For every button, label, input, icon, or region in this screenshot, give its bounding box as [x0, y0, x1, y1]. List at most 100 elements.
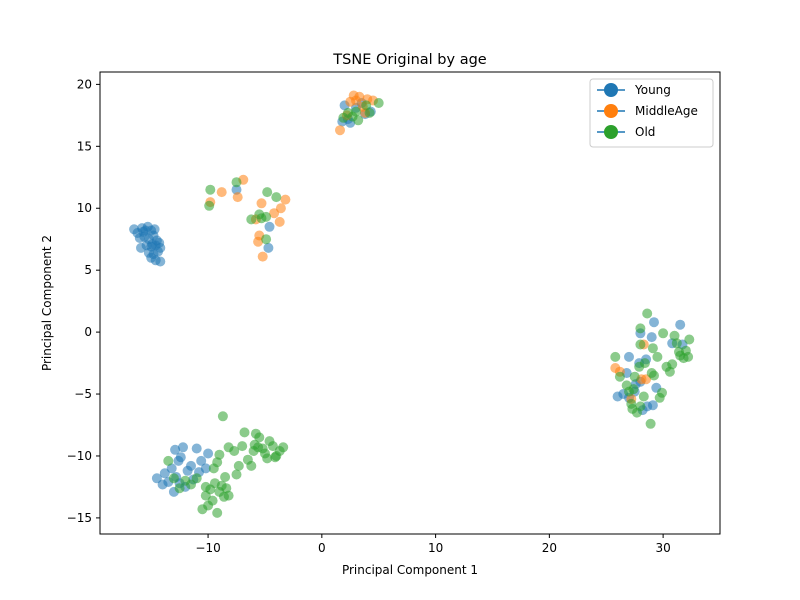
point-young — [231, 184, 242, 195]
point-young — [203, 448, 214, 459]
point-young — [186, 460, 196, 471]
x-tick-label: 30 — [655, 541, 670, 555]
point-old — [683, 351, 694, 362]
point-young — [196, 455, 207, 466]
point-old — [635, 339, 646, 350]
y-tick-label: −5 — [74, 387, 92, 401]
point-young — [263, 242, 274, 253]
point-old — [246, 460, 257, 471]
point-young — [153, 246, 163, 257]
y-tick-label: 0 — [84, 325, 92, 339]
x-tick-label: 0 — [318, 541, 326, 555]
point-old — [223, 490, 234, 501]
point-old — [233, 460, 244, 471]
point-old — [347, 111, 358, 122]
point-young — [647, 400, 658, 411]
point-young — [264, 221, 275, 232]
point-old — [671, 338, 682, 349]
point-middleage — [274, 216, 285, 227]
point-old — [163, 455, 174, 466]
point-young — [675, 319, 686, 330]
point-old — [200, 481, 211, 492]
point-old — [214, 449, 225, 460]
point-old — [254, 432, 265, 443]
point-middleage — [335, 125, 345, 136]
point-young — [191, 443, 202, 454]
point-old — [646, 368, 657, 378]
point-old — [254, 209, 265, 220]
point-old — [270, 452, 281, 463]
point-old — [373, 98, 384, 108]
point-old — [217, 411, 228, 422]
point-young — [155, 256, 166, 267]
point-old — [361, 100, 372, 111]
y-tick-label: 10 — [77, 201, 92, 215]
point-old — [364, 107, 375, 118]
y-tick-label: −10 — [67, 449, 92, 463]
legend-label-middleage: MiddleAge — [635, 104, 698, 118]
legend-label-young: Young — [634, 83, 671, 97]
point-old — [261, 234, 272, 245]
point-old — [645, 418, 656, 429]
y-axis-label: Principal Component 2 — [40, 235, 54, 371]
point-old — [635, 323, 646, 334]
point-middleage — [257, 251, 268, 262]
point-young — [649, 317, 659, 328]
point-old — [669, 330, 680, 341]
point-young — [138, 226, 149, 237]
point-young — [159, 468, 170, 479]
point-old — [667, 359, 678, 370]
point-old — [220, 472, 231, 482]
y-tick-label: −15 — [67, 511, 92, 525]
point-old — [657, 387, 667, 398]
point-old — [629, 371, 640, 382]
point-young — [646, 332, 657, 343]
point-old — [684, 334, 695, 345]
point-old — [212, 457, 223, 468]
point-young — [175, 452, 186, 463]
point-old — [638, 391, 649, 402]
x-tick-label: 10 — [428, 541, 443, 555]
point-old — [174, 483, 185, 494]
point-young — [624, 351, 634, 362]
y-axis: −15 −10 −5 0 5 10 15 20 — [67, 77, 100, 525]
points-layer — [129, 90, 695, 518]
point-old — [207, 495, 218, 506]
point-old — [262, 453, 273, 464]
point-old — [205, 184, 216, 195]
point-old — [249, 439, 260, 450]
point-young — [166, 463, 177, 474]
point-middleage — [232, 192, 243, 203]
point-old — [231, 177, 242, 188]
point-old — [204, 200, 215, 211]
point-young — [151, 473, 162, 484]
point-old — [647, 343, 658, 354]
point-old — [642, 308, 653, 319]
point-old — [191, 473, 202, 484]
x-tick-label: −10 — [195, 541, 220, 555]
point-middleage — [351, 95, 361, 106]
point-old — [271, 192, 282, 203]
point-middleage — [256, 198, 267, 209]
x-axis-label: Principal Component 1 — [342, 563, 478, 577]
point-old — [658, 328, 669, 339]
point-old — [239, 427, 250, 438]
point-old — [639, 358, 650, 369]
chart-title: TSNE Original by age — [332, 52, 487, 68]
point-middleage — [275, 203, 286, 214]
point-old — [212, 507, 223, 518]
point-old — [652, 351, 663, 362]
point-young — [154, 237, 165, 248]
point-middleage — [253, 236, 264, 247]
legend: Young MiddleAge Old — [589, 78, 714, 148]
point-young — [178, 442, 188, 453]
legend-label-old: Old — [635, 125, 655, 139]
legend-box — [589, 78, 714, 148]
point-middleage — [216, 187, 227, 198]
point-old — [635, 401, 646, 412]
point-old — [229, 446, 240, 456]
point-old — [628, 384, 639, 395]
point-old — [262, 187, 273, 198]
y-tick-label: 15 — [77, 139, 92, 153]
